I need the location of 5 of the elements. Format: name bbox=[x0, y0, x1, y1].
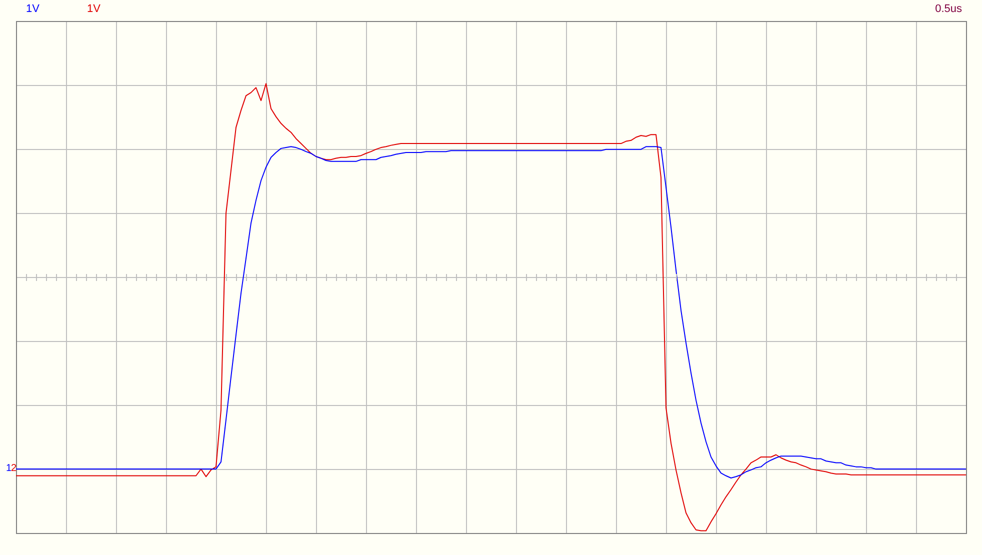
series-label: 2 bbox=[11, 463, 17, 474]
text: 1V bbox=[26, 3, 40, 15]
text: 1V bbox=[87, 3, 100, 15]
series-label: 1 bbox=[6, 463, 12, 474]
text: 0.5us bbox=[935, 3, 962, 15]
